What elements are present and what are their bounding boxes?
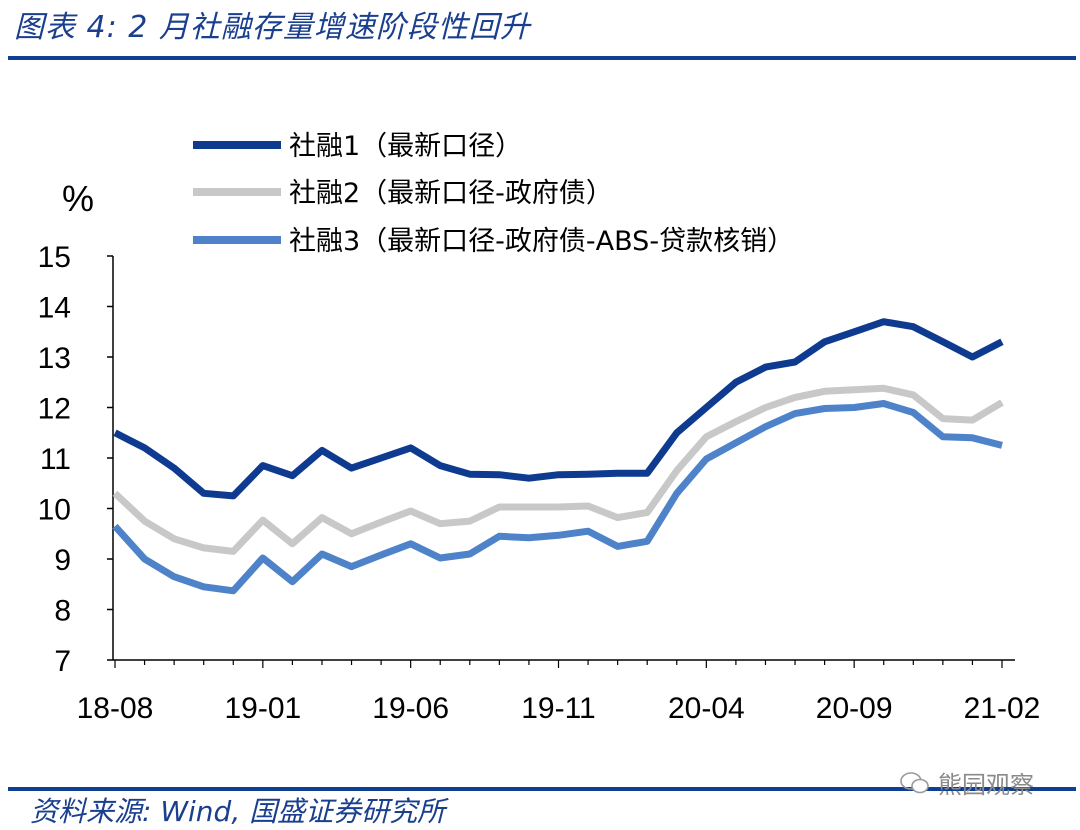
watermark: 熊园观察 [900,765,1034,800]
y-axis: 7 8 9 10 11 12 13 14 15 [38,241,114,678]
bottom-divider [8,787,1076,791]
legend-label-3: 社融3（最新口径-政府债-ABS-贷款核销） [289,226,794,257]
source-note: 资料来源: Wind, 国盛证券研究所 [30,795,446,828]
y-tick-label: 13 [38,342,71,375]
x-axis: 18-08 19-01 19-06 19-11 20-04 20-09 21-02 [77,659,1041,725]
y-tick-label: 10 [38,494,71,527]
y-tick-label: 9 [54,544,71,577]
x-tick-label: 19-01 [224,692,301,725]
y-tick-label: 15 [38,241,71,274]
x-tick-label: 20-09 [816,692,893,725]
top-divider [8,56,1076,60]
wechat-icon [900,771,929,793]
x-tick-label: 20-04 [668,692,745,725]
chart-title: 图表 4: 2 月社融存量增速阶段性回升 [14,10,531,45]
legend-label-1: 社融1（最新口径） [289,131,522,162]
x-tick-label: 19-11 [521,692,596,725]
line-chart: 社融1（最新口径） 社融2（最新口径-政府债） 社融3（最新口径-政府债-ABS-贷… [38,131,1041,725]
series-lines [112,318,1004,595]
legend: 社融1（最新口径） 社融2（最新口径-政府债） 社融3（最新口径-政府债-ABS-贷… [193,131,794,257]
series-line-3 [112,400,1003,595]
x-tick-label: 18-08 [77,692,154,725]
y-tick-label: 12 [38,393,71,426]
series-line-2 [112,384,1004,555]
series-line-1 [113,318,1004,500]
legend-label-2: 社融2（最新口径-政府债） [289,178,613,209]
y-tick-label: 11 [40,443,71,476]
x-tick-label: 21-02 [964,692,1041,725]
x-tick-label: 19-06 [372,692,449,725]
watermark-text: 熊园观察 [938,771,1034,799]
y-axis-unit: % [62,178,95,219]
y-tick-label: 7 [54,645,71,678]
y-tick-label: 14 [38,292,71,325]
y-tick-label: 8 [54,595,71,628]
